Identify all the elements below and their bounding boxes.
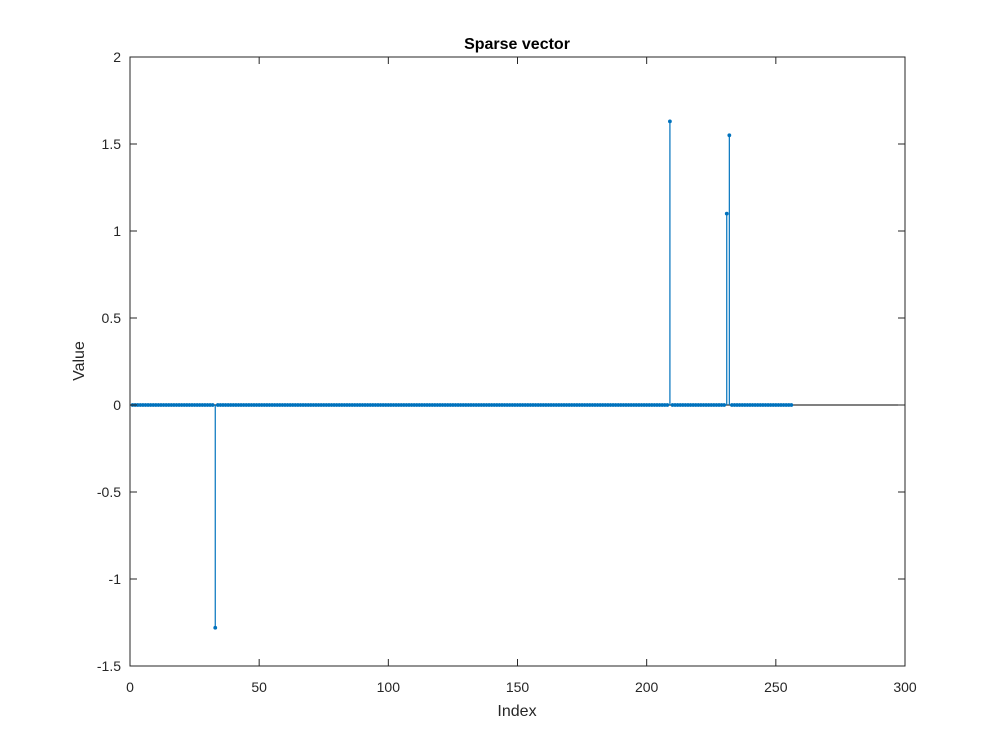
y-tick-label: 1.5: [102, 136, 122, 152]
y-tick-label: -1: [109, 571, 122, 587]
x-axis-label: Index: [497, 703, 536, 720]
stem-marker-nonzero: [724, 211, 729, 216]
x-tick-label: 250: [764, 679, 788, 695]
stem-marker: [665, 403, 670, 407]
y-tick-label: 1: [113, 223, 121, 239]
stem-marker-nonzero: [668, 119, 672, 124]
y-tick-label: -0.5: [97, 484, 121, 500]
y-axis-label: Value: [71, 341, 88, 381]
stem-marker: [722, 403, 727, 407]
stem-marker: [210, 403, 215, 407]
axes: [129, 56, 906, 667]
x-tick-label: 0: [126, 679, 134, 695]
y-tick-label: 0.5: [102, 310, 122, 326]
stem-marker-nonzero: [727, 133, 732, 138]
y-tick-label: -1.5: [97, 658, 121, 674]
stem-marker-nonzero: [213, 625, 218, 630]
x-tick-label: 100: [377, 679, 401, 695]
y-tick-label: 2: [113, 49, 121, 65]
tick-labels: 0 50 100 150 200 250 300 -1.5 -1 -0.5 0 0.5 1 1.5 2: [97, 49, 917, 695]
x-tick-label: 50: [251, 679, 267, 695]
x-tick-label: 200: [635, 679, 659, 695]
x-tick-label: 300: [893, 679, 917, 695]
y-tick-label: 0: [113, 397, 121, 413]
plot-area: [130, 119, 905, 630]
x-tick-label: 150: [506, 679, 530, 695]
chart-title: Sparse vector: [464, 36, 570, 53]
stem-marker: [789, 403, 794, 407]
